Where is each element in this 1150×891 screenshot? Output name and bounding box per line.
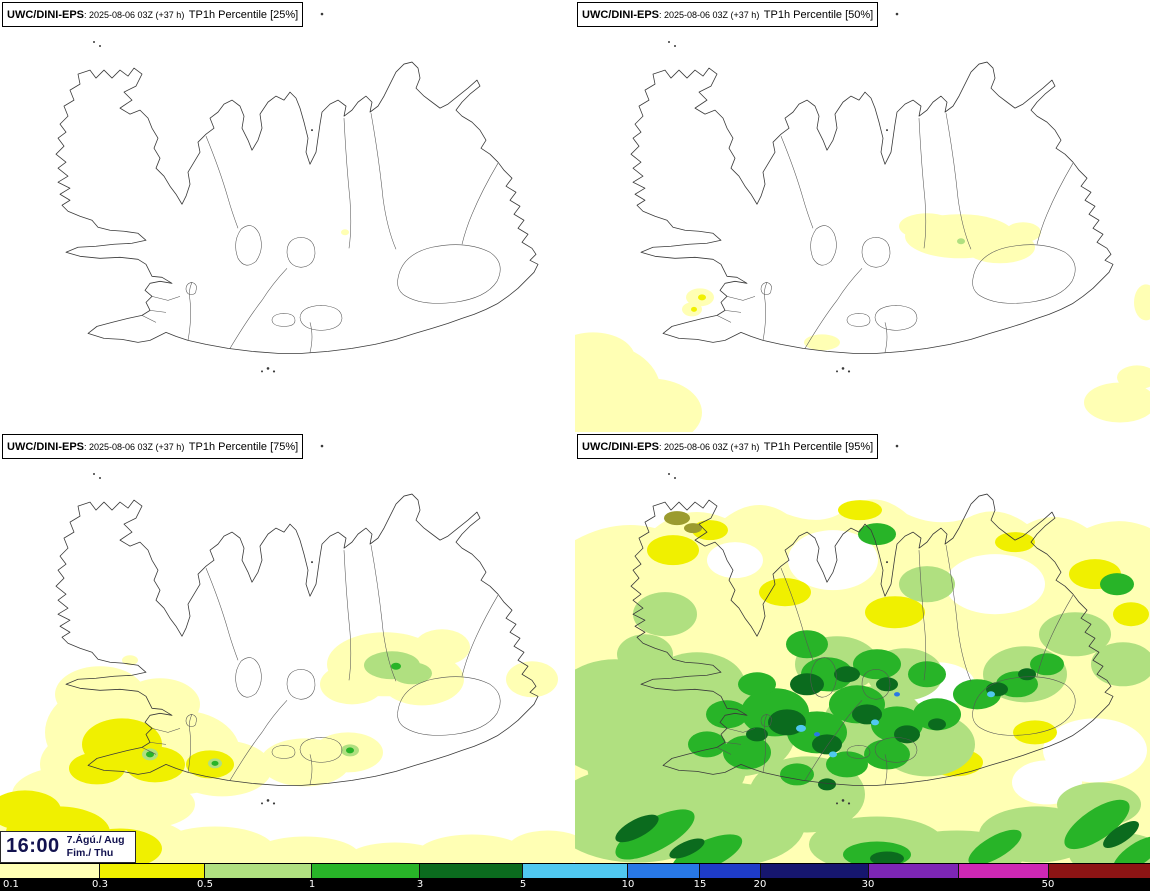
run-info: : 2025-08-06 03Z (+37 h) xyxy=(659,441,760,452)
colorbar-label: 20 xyxy=(753,879,767,890)
model-name: UWC/DINI-EPS xyxy=(7,440,84,453)
iceland-map-95 xyxy=(575,443,1150,863)
field-name: TP1h Percentile [50%] xyxy=(763,9,874,21)
colorbar-labels: 0.1 0.3 0.5 1 3 5 10 15 20 30 50 xyxy=(0,878,1150,891)
model-name: UWC/DINI-EPS xyxy=(7,9,84,21)
valid-time: 16:00 xyxy=(6,835,60,858)
colorbar-label: 10 xyxy=(621,879,635,890)
colorbar-segment xyxy=(957,864,1048,878)
day-line: Fim./ Thu xyxy=(66,846,114,859)
colorbar-label: 0.3 xyxy=(92,879,108,890)
colorbar-segment xyxy=(867,864,958,878)
run-info: : 2025-08-06 03Z (+37 h) xyxy=(84,10,185,20)
panel-title-75: UWC/DINI-EPS: 2025-08-06 03Z (+37 h) TP1… xyxy=(2,433,304,459)
map-panel-50: UWC/DINI-EPS: 2025-08-06 03Z (+37 h) TP1… xyxy=(575,0,1150,432)
colorbar-segment xyxy=(0,864,100,878)
colorbar-segment xyxy=(1047,864,1150,878)
colorbar-segment xyxy=(418,864,522,878)
colorbar-segment xyxy=(627,864,700,878)
colorbar: 0.1 0.3 0.5 1 3 5 10 15 20 30 50 xyxy=(0,863,1150,891)
colorbar-segment xyxy=(311,864,419,878)
colorbar-label: 0.1 xyxy=(3,879,19,890)
panel-grid: UWC/DINI-EPS: 2025-08-06 03Z (+37 h) TP1… xyxy=(0,0,1150,863)
field-name: TP1h Percentile [25%] xyxy=(188,9,299,21)
panel-title-25: UWC/DINI-EPS: 2025-08-06 03Z (+37 h) TP1… xyxy=(2,2,304,27)
time-overlay: 16:00 7.Ágú./ Aug Fim./ Thu xyxy=(0,830,136,863)
panel-title-50: UWC/DINI-EPS: 2025-08-06 03Z (+37 h) TP1… xyxy=(577,2,879,27)
colorbar-segment xyxy=(759,864,868,878)
map-panel-75: UWC/DINI-EPS: 2025-08-06 03Z (+37 h) TP1… xyxy=(0,431,575,863)
colorbar-segment xyxy=(699,864,760,878)
colorbar-label: 0.5 xyxy=(197,879,213,890)
colorbar-label: 1 xyxy=(308,879,316,890)
map-panel-95: UWC/DINI-EPS: 2025-08-06 03Z (+37 h) TP1… xyxy=(575,431,1150,863)
colorbar-label: 30 xyxy=(861,879,875,890)
colorbar-label: 50 xyxy=(1041,879,1055,890)
date-line: 7.Ágú./ Aug xyxy=(66,833,125,846)
iceland-map-25 xyxy=(55,12,539,374)
map-panel-25: UWC/DINI-EPS: 2025-08-06 03Z (+37 h) TP1… xyxy=(0,0,575,432)
field-name: TP1h Percentile [95%] xyxy=(763,440,874,453)
run-info: : 2025-08-06 03Z (+37 h) xyxy=(659,10,760,20)
colorbar-segment xyxy=(99,864,205,878)
valid-date: 7.Ágú./ Aug Fim./ Thu xyxy=(67,834,125,860)
colorbar-segments xyxy=(0,863,1150,878)
iceland-map-75 xyxy=(0,443,575,863)
field-name: TP1h Percentile [75%] xyxy=(188,440,299,453)
colorbar-segment xyxy=(204,864,312,878)
model-name: UWC/DINI-EPS xyxy=(582,9,659,21)
colorbar-label: 5 xyxy=(519,879,527,890)
run-info: : 2025-08-06 03Z (+37 h) xyxy=(84,441,185,452)
colorbar-label: 3 xyxy=(416,879,424,890)
panel-title-95: UWC/DINI-EPS: 2025-08-06 03Z (+37 h) TP1… xyxy=(577,433,879,459)
colorbar-segment xyxy=(522,864,627,878)
model-name: UWC/DINI-EPS xyxy=(582,440,659,453)
iceland-map-50 xyxy=(575,12,1150,432)
colorbar-label: 15 xyxy=(693,879,707,890)
